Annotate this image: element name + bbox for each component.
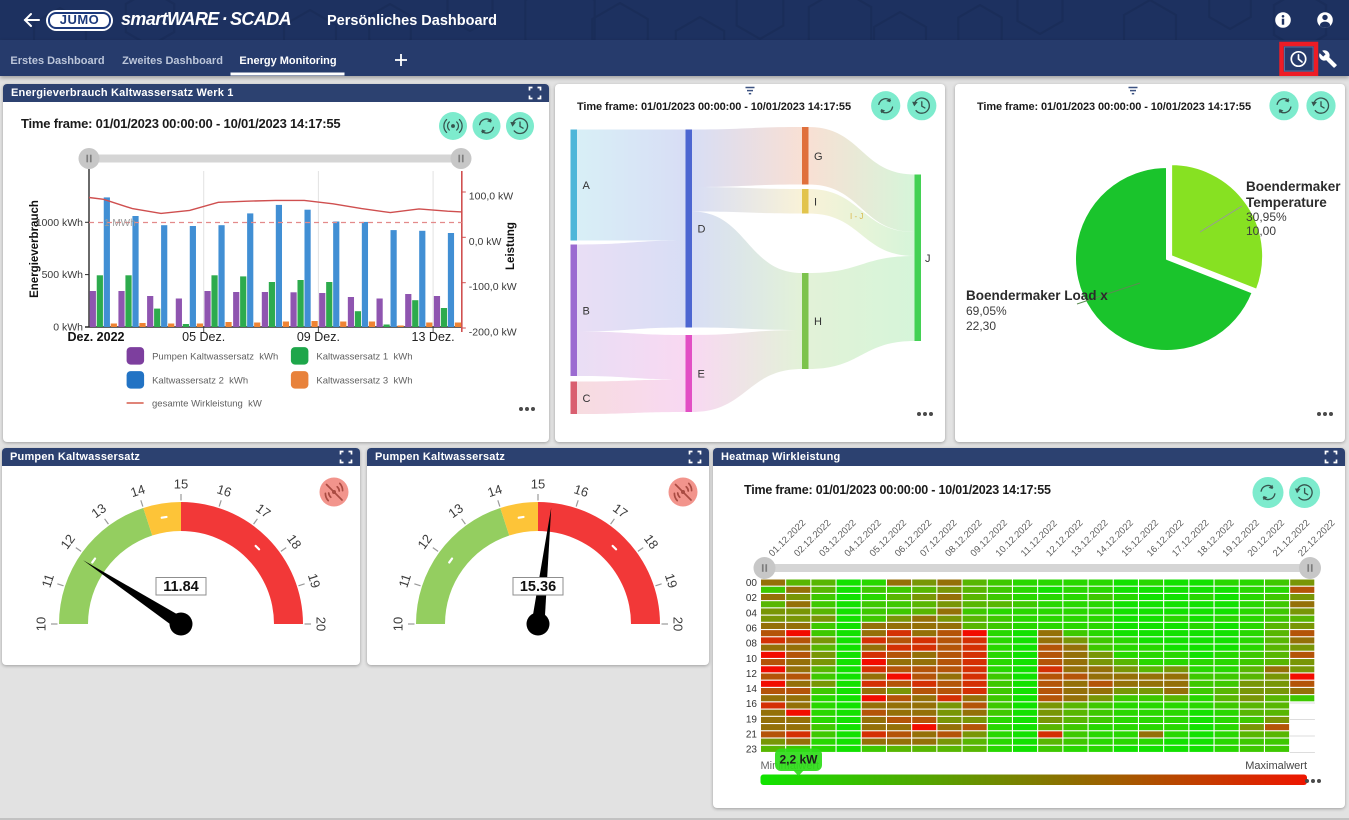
svg-text:Boendermaker: Boendermaker bbox=[1246, 179, 1341, 194]
svg-text:Zweites Dashboard: Zweites Dashboard bbox=[122, 55, 223, 67]
svg-text:H: H bbox=[814, 316, 822, 328]
svg-text:19: 19 bbox=[305, 572, 324, 590]
svg-text:G: G bbox=[814, 151, 823, 163]
svg-text:13: 13 bbox=[88, 500, 109, 521]
svg-text:16: 16 bbox=[746, 699, 758, 710]
svg-text:19: 19 bbox=[746, 714, 758, 725]
svg-text:Dez. 2022: Dez. 2022 bbox=[68, 330, 125, 344]
svg-text:-200,0 kW: -200,0 kW bbox=[469, 327, 517, 339]
svg-text:J: J bbox=[925, 253, 931, 265]
svg-text:00: 00 bbox=[746, 578, 758, 589]
svg-text:1 MWh: 1 MWh bbox=[104, 218, 136, 229]
svg-text:D: D bbox=[698, 224, 706, 236]
svg-text:C: C bbox=[583, 393, 591, 405]
svg-text:08: 08 bbox=[746, 639, 758, 650]
svg-text:17: 17 bbox=[610, 500, 631, 521]
svg-text:0,0 kW: 0,0 kW bbox=[469, 236, 502, 248]
svg-text:22,30: 22,30 bbox=[966, 319, 996, 333]
svg-text:18: 18 bbox=[641, 531, 662, 552]
svg-text:Energieverbrauch: Energieverbrauch bbox=[29, 200, 41, 298]
svg-text:Energy Monitoring: Energy Monitoring bbox=[239, 55, 336, 67]
svg-text:E: E bbox=[698, 369, 705, 381]
svg-text:1000 kWh: 1000 kWh bbox=[36, 217, 83, 229]
svg-text:gesamte Wirkleistung kW: gesamte Wirkleistung kW bbox=[152, 399, 262, 410]
svg-text:15: 15 bbox=[174, 476, 188, 491]
svg-text:23: 23 bbox=[746, 745, 758, 756]
svg-text:Kaltwassersatz 1 kWh: Kaltwassersatz 1 kWh bbox=[316, 352, 412, 363]
svg-text:Kaltwassersatz 3 kWh: Kaltwassersatz 3 kWh bbox=[316, 376, 412, 387]
svg-text:10,00: 10,00 bbox=[1246, 224, 1276, 238]
svg-text:12: 12 bbox=[746, 669, 758, 680]
svg-text:11: 11 bbox=[396, 572, 414, 589]
svg-text:500 kWh: 500 kWh bbox=[42, 269, 84, 281]
svg-text:09 Dez.: 09 Dez. bbox=[297, 330, 340, 344]
svg-text:Pumpen Kaltwassersatz kWh: Pumpen Kaltwassersatz kWh bbox=[152, 352, 278, 363]
svg-text:I: I bbox=[814, 196, 817, 208]
svg-text:10: 10 bbox=[33, 617, 48, 631]
svg-text:100,0 kW: 100,0 kW bbox=[469, 191, 513, 203]
svg-text:13: 13 bbox=[445, 500, 466, 521]
svg-text:12: 12 bbox=[414, 531, 435, 552]
svg-text:Time frame: 01/01/2023 00:00:0: Time frame: 01/01/2023 00:00:00 - 10/01/… bbox=[977, 101, 1251, 113]
svg-text:14: 14 bbox=[129, 481, 147, 500]
svg-text:06: 06 bbox=[746, 623, 758, 634]
svg-text:69,05%: 69,05% bbox=[966, 304, 1007, 318]
svg-text:10: 10 bbox=[390, 617, 405, 631]
svg-text:Erstes Dashboard: Erstes Dashboard bbox=[10, 55, 104, 67]
svg-text:21: 21 bbox=[746, 729, 758, 740]
svg-text:16: 16 bbox=[572, 481, 590, 500]
svg-text:Temperature: Temperature bbox=[1246, 195, 1327, 210]
svg-text:05 Dez.: 05 Dez. bbox=[182, 330, 225, 344]
svg-text:2,2 kW: 2,2 kW bbox=[779, 753, 818, 767]
svg-text:Maximalwert: Maximalwert bbox=[1245, 760, 1307, 772]
svg-text:I - J: I - J bbox=[850, 212, 863, 221]
svg-text:Boendermaker Load x: Boendermaker Load x bbox=[966, 288, 1108, 303]
svg-text:Time frame: 01/01/2023 00:00:0: Time frame: 01/01/2023 00:00:00 - 10/01/… bbox=[21, 116, 340, 131]
svg-text:30,95%: 30,95% bbox=[1246, 210, 1287, 224]
svg-text:Time frame: 01/01/2023 00:00:0: Time frame: 01/01/2023 00:00:00 - 10/01/… bbox=[577, 101, 851, 113]
svg-text:19: 19 bbox=[662, 572, 681, 590]
svg-text:14: 14 bbox=[486, 481, 504, 500]
svg-text:18: 18 bbox=[284, 531, 305, 552]
svg-text:15.36: 15.36 bbox=[520, 579, 556, 595]
svg-text:10: 10 bbox=[746, 654, 758, 665]
svg-text:0 kWh: 0 kWh bbox=[53, 322, 83, 334]
svg-text:17: 17 bbox=[253, 500, 274, 521]
svg-text:Leistung: Leistung bbox=[505, 222, 517, 270]
svg-text:-100,0 kW: -100,0 kW bbox=[469, 281, 517, 293]
svg-text:20: 20 bbox=[314, 617, 329, 631]
svg-text:16: 16 bbox=[215, 481, 233, 500]
svg-text:A: A bbox=[583, 180, 591, 192]
svg-text:14: 14 bbox=[746, 684, 758, 695]
svg-text:11.84: 11.84 bbox=[163, 579, 199, 595]
svg-text:Time frame: 01/01/2023 00:00:0: Time frame: 01/01/2023 00:00:00 - 10/01/… bbox=[744, 483, 1051, 497]
svg-text:13 Dez.: 13 Dez. bbox=[412, 330, 455, 344]
svg-text:12: 12 bbox=[57, 531, 78, 552]
svg-text:11: 11 bbox=[39, 572, 57, 589]
svg-text:02: 02 bbox=[746, 593, 758, 604]
svg-text:Kaltwassersatz 2 kWh: Kaltwassersatz 2 kWh bbox=[152, 376, 248, 387]
svg-text:04: 04 bbox=[746, 608, 758, 619]
svg-text:15: 15 bbox=[531, 476, 545, 491]
svg-text:B: B bbox=[583, 305, 590, 317]
svg-text:20: 20 bbox=[671, 617, 686, 631]
